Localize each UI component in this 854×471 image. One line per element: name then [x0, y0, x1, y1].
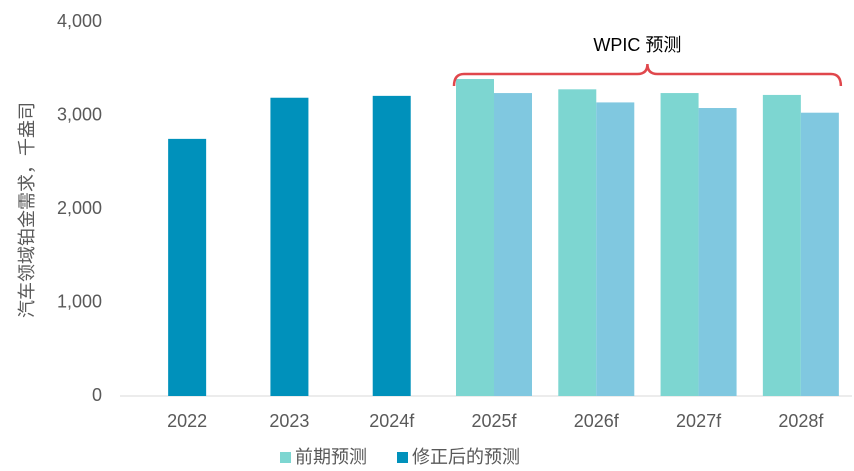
- bar: [800, 112, 839, 396]
- y-tick-label: 1,000: [57, 291, 102, 311]
- x-tick-label: 2025f: [471, 411, 517, 431]
- y-tick-label: 3,000: [57, 104, 102, 124]
- y-tick-label: 4,000: [57, 11, 102, 31]
- legend-swatch: [280, 452, 291, 463]
- x-tick-label: 2023: [269, 411, 309, 431]
- annotation-bracket: [452, 63, 843, 87]
- bar: [558, 89, 597, 396]
- x-tick-label: 2022: [167, 411, 207, 431]
- bar: [494, 93, 532, 396]
- bar: [270, 97, 309, 397]
- bar: [762, 94, 801, 397]
- annotation: WPIC 预测: [593, 35, 681, 55]
- bar: [660, 93, 699, 396]
- x-tick-label: 2026f: [574, 411, 620, 431]
- bar: [372, 95, 411, 397]
- y-tick-label: 2,000: [57, 198, 102, 218]
- legend-label: 前期预测: [295, 447, 367, 467]
- legend-label: 修正后的预测: [412, 447, 520, 467]
- bar: [698, 108, 737, 397]
- x-tick-label: 2028f: [778, 411, 824, 431]
- legend-swatch: [397, 452, 408, 463]
- y-tick-label: 0: [92, 385, 102, 405]
- bar: [168, 138, 207, 396]
- bar: [596, 102, 635, 396]
- bar: [456, 79, 494, 396]
- y-axis-label: 汽车领域铂金需求，千盎司: [17, 102, 37, 318]
- x-tick-label: 2027f: [676, 411, 722, 431]
- x-tick-label: 2024f: [369, 411, 415, 431]
